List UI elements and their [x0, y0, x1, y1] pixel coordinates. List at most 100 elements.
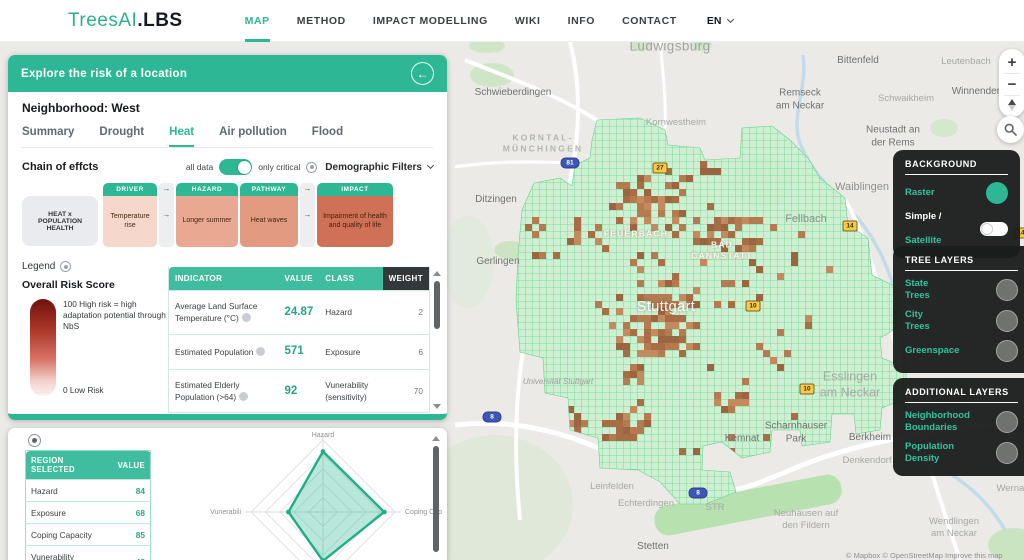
- chain-of-effects-label: Chain of effcts: [22, 161, 99, 173]
- nav-item-contact[interactable]: CONTACT: [622, 14, 677, 27]
- table-scrollbar[interactable]: [433, 267, 442, 413]
- toggle-knob: [237, 160, 251, 174]
- tab-drought[interactable]: Drought: [99, 126, 145, 138]
- stage-header: HAZARD: [176, 183, 238, 196]
- eye-icon[interactable]: [28, 434, 41, 447]
- population-density-toggle[interactable]: [996, 441, 1018, 464]
- info-icon[interactable]: [306, 161, 318, 173]
- only-critical-label: only critical: [258, 162, 301, 172]
- simple-label: Simple /: [905, 211, 942, 222]
- table-row[interactable]: Hazard 84: [25, 479, 151, 502]
- chevron-down-icon: [426, 161, 435, 170]
- col-region-selected: REGION SELECTED: [25, 450, 113, 480]
- logo-suffix: .LBS: [137, 9, 183, 31]
- demographic-filters-dropdown[interactable]: Demographic Filters: [325, 161, 435, 173]
- info-icon[interactable]: [239, 391, 249, 401]
- zoom-out-button[interactable]: −: [1007, 76, 1017, 93]
- stage-text: Temperature rise: [103, 196, 157, 247]
- compass-icon: [1008, 99, 1016, 105]
- chain-stage-hazard[interactable]: HAZARD Longer summer: [176, 183, 238, 247]
- scrollbar-thumb[interactable]: [434, 281, 440, 329]
- back-button[interactable]: ←: [411, 62, 434, 85]
- layer-row-raster: Raster: [905, 182, 1008, 204]
- stage-text: Impairment of health and quality of life: [317, 196, 393, 247]
- tab-heat[interactable]: Heat: [169, 126, 195, 147]
- svg-text:Hazard: Hazard: [312, 432, 335, 439]
- layer-row-state-trees: State Trees: [905, 278, 1018, 302]
- risk-color-scale: 100 High risk = high adaptation potentia…: [30, 299, 170, 396]
- state-trees-toggle[interactable]: [996, 278, 1018, 301]
- table-row[interactable]: Estimated Elderly Population (>64) 92 Vu…: [168, 368, 430, 413]
- col-class[interactable]: CLASS: [319, 267, 383, 291]
- table-row[interactable]: Exposure 68: [25, 501, 151, 524]
- risk-gradient-bar: [30, 299, 56, 396]
- zoom-in-button[interactable]: +: [1007, 54, 1017, 71]
- tab-summary[interactable]: Summary: [22, 126, 75, 138]
- col-weight[interactable]: WEIGHT: [382, 267, 430, 291]
- chain-stage-impact[interactable]: IMPACT Impairment of health and quality …: [317, 183, 393, 247]
- layer-row-neighborhood-boundaries: Neighborhood Boundaries: [905, 410, 1018, 434]
- legend-label: Legend: [22, 261, 56, 272]
- info-icon[interactable]: [241, 313, 251, 323]
- nav-item-wiki[interactable]: WIKI: [514, 14, 541, 27]
- nav-item-impact-modelling[interactable]: IMPACT MODELLING: [372, 14, 488, 27]
- indicator-table: INDICATOR VALUE CLASS WEIGHT Average Lan…: [168, 267, 430, 413]
- indicator-weight: 70: [382, 368, 430, 413]
- info-icon[interactable]: [256, 346, 266, 356]
- map-attribution[interactable]: © Mapbox © OpenStreetMap Improve this ma…: [846, 551, 1003, 560]
- tab-air-pollution[interactable]: Air pollution: [219, 126, 287, 138]
- neighborhood-boundaries-toggle[interactable]: [996, 410, 1018, 433]
- table-header-row: INDICATOR VALUE CLASS WEIGHT: [168, 267, 430, 291]
- background-panel: BACKGROUND Raster Simple / Satellite: [893, 150, 1020, 258]
- table-row[interactable]: Vunerability (sensitivity) 48: [25, 545, 151, 560]
- table-row[interactable]: Average Land Surface Temperature (°C) 24…: [168, 290, 430, 335]
- col-value[interactable]: VALUE: [278, 267, 320, 291]
- app-logo[interactable]: TreesAI.LBS: [68, 10, 183, 32]
- chain-stage-driver[interactable]: DRIVER Temperature rise: [103, 183, 157, 247]
- legend-info-icon[interactable]: [60, 261, 72, 272]
- map-search-button[interactable]: [997, 116, 1024, 143]
- greenspace-toggle[interactable]: [996, 339, 1018, 362]
- population-density-label: Population Density: [905, 440, 955, 464]
- tab-flood[interactable]: Flood: [311, 126, 344, 138]
- indicator-value: 571: [278, 333, 320, 370]
- score-value: 48: [112, 545, 151, 560]
- chain-stage-pathway[interactable]: PATHWAY Heat waves: [240, 183, 298, 247]
- all-data-toggle[interactable]: [219, 159, 253, 175]
- divider: [1004, 73, 1020, 74]
- scroll-up-icon[interactable]: [433, 271, 441, 276]
- indicator-class: Hazard: [319, 290, 383, 335]
- compass-icon: [1008, 105, 1016, 111]
- raster-toggle[interactable]: [986, 182, 1008, 204]
- card-header: Explore the risk of a location ←: [8, 55, 447, 92]
- language-selector[interactable]: EN: [707, 15, 735, 27]
- card-scrollbar[interactable]: [432, 436, 441, 560]
- chain-of-effects-diagram: HEAT x POPULATION HEALTH DRIVER Temperat…: [22, 183, 433, 247]
- scroll-up-icon[interactable]: [432, 436, 440, 441]
- table-row[interactable]: Coping Capacity 85: [25, 523, 151, 546]
- all-data-label: all data: [185, 162, 214, 172]
- risk-grid-overlay[interactable]: [515, 117, 907, 505]
- layer-row-basemap-style: Simple / Satellite: [905, 211, 1008, 247]
- city-trees-toggle[interactable]: [996, 309, 1018, 332]
- state-trees-label: State Trees: [905, 278, 930, 301]
- greenspace-label: Greenspace: [905, 344, 960, 356]
- table-header-row: REGION SELECTED VALUE: [25, 450, 151, 480]
- simple-satellite-toggle[interactable]: [980, 221, 1008, 236]
- nav-item-method[interactable]: METHOD: [296, 14, 346, 27]
- indicator-name: Estimated Population: [175, 346, 254, 357]
- compass-button[interactable]: [1008, 96, 1016, 114]
- risk-explorer-card: Explore the risk of a location ← Neighbo…: [8, 55, 447, 420]
- low-risk-text: 0 Low Risk: [63, 384, 104, 395]
- indicator-weight: 2: [382, 290, 430, 335]
- indicator-class: Vunerability (sensitivity): [319, 368, 383, 413]
- scroll-down-icon[interactable]: [433, 404, 441, 409]
- nav-item-info[interactable]: INFO: [567, 14, 596, 27]
- col-indicator[interactable]: INDICATOR: [168, 267, 279, 291]
- scrollbar-thumb[interactable]: [433, 446, 439, 552]
- table-row[interactable]: Estimated Population 571 Exposure 6: [168, 333, 430, 370]
- demographic-filters-label: Demographic Filters: [325, 161, 422, 173]
- nav-item-map[interactable]: MAP: [244, 0, 270, 42]
